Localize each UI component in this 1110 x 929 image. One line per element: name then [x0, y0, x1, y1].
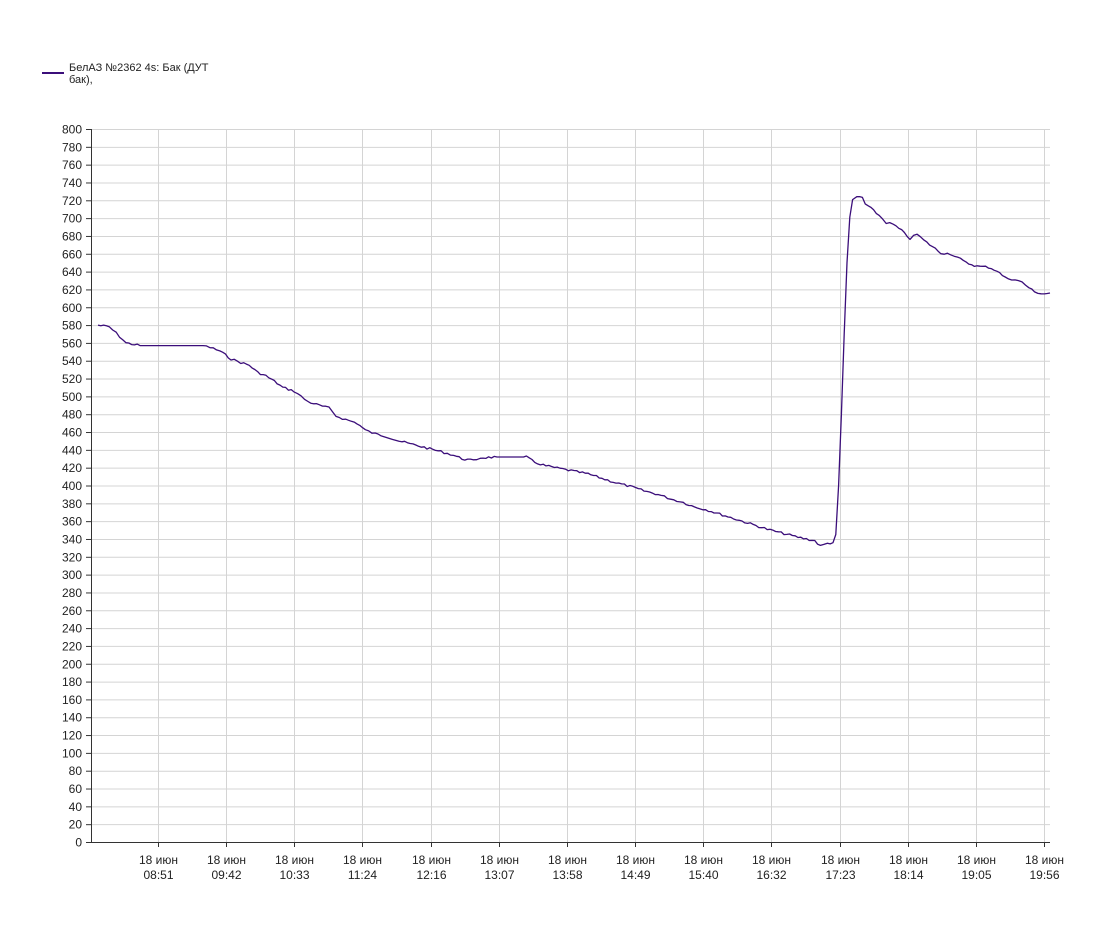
y-tick-label: 0 [75, 836, 82, 850]
axes [91, 129, 1050, 843]
x-tick-label-time: 09:42 [211, 868, 241, 882]
y-tick-label: 300 [62, 568, 82, 582]
y-tick-label: 660 [62, 247, 82, 261]
x-tick-label-day: 18 июн [821, 853, 860, 867]
y-tick-label: 800 [62, 123, 82, 137]
y-tick-label: 720 [62, 194, 82, 208]
series-group [97, 195, 1051, 547]
x-tick-label-time: 13:58 [552, 868, 582, 882]
x-tick-label-day: 18 июн [752, 853, 791, 867]
x-tick-label-time: 10:33 [279, 868, 309, 882]
y-tick-label: 600 [62, 301, 82, 315]
y-tick-label: 680 [62, 229, 82, 243]
x-tick-label-day: 18 июн [616, 853, 655, 867]
x-tick-label-time: 19:05 [961, 868, 991, 882]
grid [91, 129, 1050, 843]
x-tick-label-time: 11:24 [348, 868, 377, 882]
x-tick-label-time: 15:40 [688, 868, 718, 882]
y-tick-label: 60 [69, 782, 83, 796]
y-axis-ticks: 0 20 40 60 80 100 120 140 160 180 200 220 240 260 280 3… [62, 123, 91, 850]
x-tick-label-time: 17:23 [825, 868, 855, 882]
y-tick-label: 700 [62, 212, 82, 226]
y-tick-label: 320 [62, 550, 82, 564]
x-tick-label-time: 13:07 [484, 868, 514, 882]
y-tick-label: 100 [62, 746, 82, 760]
legend-swatch [42, 72, 64, 74]
y-tick-label: 40 [69, 800, 83, 814]
y-tick-label: 640 [62, 265, 82, 279]
y-tick-label: 140 [62, 711, 82, 725]
x-tick-label-day: 18 июн [548, 853, 587, 867]
x-tick-label-time: 14:49 [620, 868, 650, 882]
y-tick-label: 540 [62, 354, 82, 368]
y-tick-label: 340 [62, 532, 82, 546]
x-tick-label-time: 12:16 [416, 868, 446, 882]
y-tick-label: 20 [69, 818, 83, 832]
y-tick-label: 280 [62, 586, 82, 600]
x-tick-label-time: 16:32 [756, 868, 786, 882]
x-tick-label-day: 18 июн [889, 853, 928, 867]
y-tick-label: 560 [62, 336, 82, 350]
y-tick-label: 620 [62, 283, 82, 297]
y-tick-label: 580 [62, 319, 82, 333]
x-tick-label-day: 18 июн [343, 853, 382, 867]
x-tick-label-day: 18 июн [957, 853, 996, 867]
y-tick-label: 480 [62, 408, 82, 422]
y-tick-label: 220 [62, 639, 82, 653]
y-tick-label: 360 [62, 515, 82, 529]
y-tick-label: 120 [62, 729, 82, 743]
x-tick-label-day: 18 июн [412, 853, 451, 867]
y-tick-label: 760 [62, 158, 82, 172]
y-tick-label: 520 [62, 372, 82, 386]
y-tick-label: 200 [62, 657, 82, 671]
legend-label: БелАЗ №2362 4s: Бак (ДУТ бак), [69, 62, 209, 86]
x-tick-label-day: 18 июн [480, 853, 519, 867]
y-tick-label: 420 [62, 461, 82, 475]
x-tick-label-time: 08:51 [143, 868, 173, 882]
y-tick-label: 740 [62, 176, 82, 190]
y-tick-label: 260 [62, 604, 82, 618]
y-tick-label: 780 [62, 140, 82, 154]
y-tick-label: 80 [69, 764, 83, 778]
y-tick-label: 180 [62, 675, 82, 689]
y-tick-label: 460 [62, 426, 82, 440]
x-tick-label-time: 19:56 [1029, 868, 1059, 882]
y-tick-label: 440 [62, 443, 82, 457]
x-tick-label-day: 18 июн [684, 853, 723, 867]
y-tick-label: 400 [62, 479, 82, 493]
y-tick-label: 160 [62, 693, 82, 707]
x-tick-label-time: 18:14 [893, 868, 923, 882]
y-tick-label: 380 [62, 497, 82, 511]
y-tick-label: 500 [62, 390, 82, 404]
x-tick-label-day: 18 июн [139, 853, 178, 867]
x-tick-label-day: 18 июн [275, 853, 314, 867]
x-tick-label-day: 18 июн [207, 853, 246, 867]
series-line-0 [97, 195, 1051, 547]
x-tick-label-day: 18 июн [1025, 853, 1064, 867]
y-tick-label: 240 [62, 622, 82, 636]
